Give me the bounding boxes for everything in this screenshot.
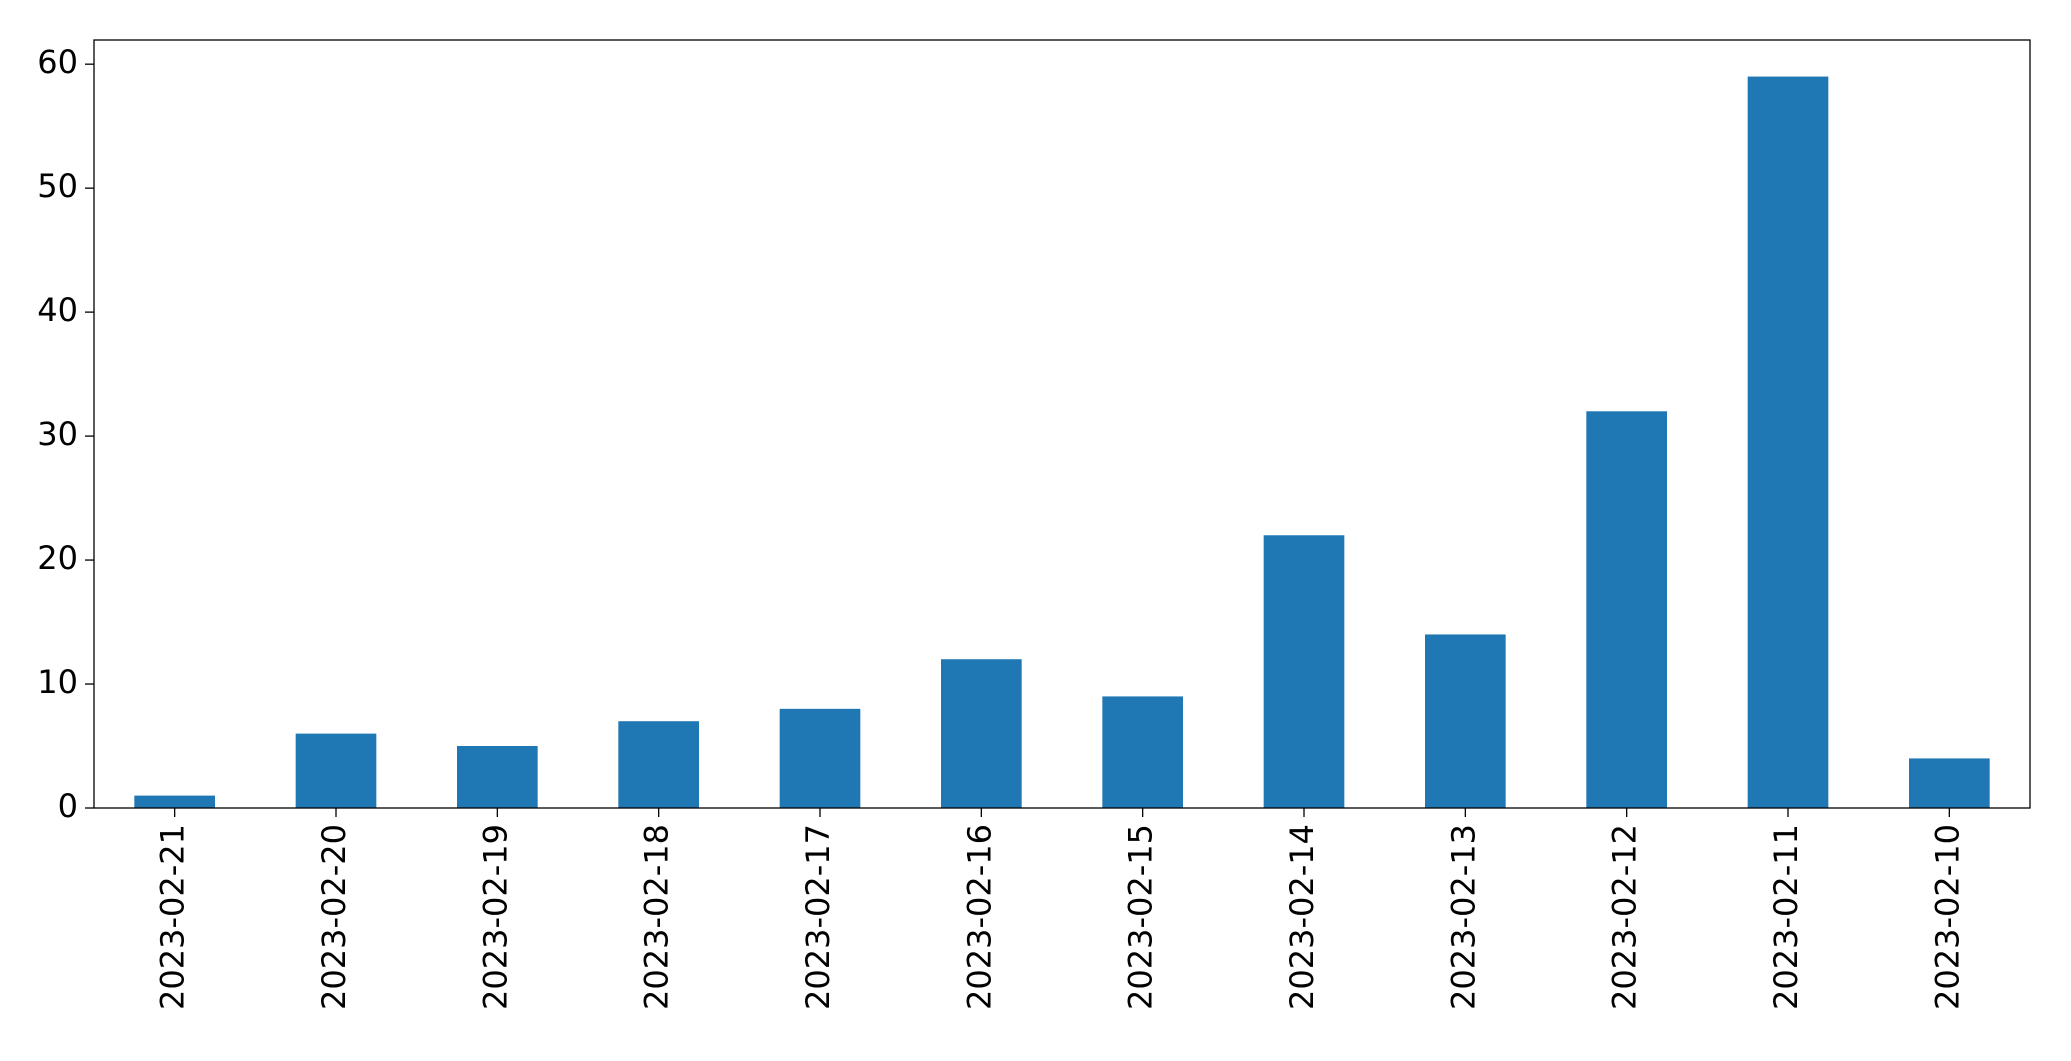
x-tick-label: 2023-02-20: [315, 824, 353, 1010]
bar: [1586, 411, 1667, 808]
x-tick-label: 2023-02-13: [1444, 824, 1482, 1010]
bar: [295, 733, 377, 808]
x-tick-label: 2023-02-19: [476, 824, 514, 1010]
bar: [1102, 696, 1183, 808]
x-tick-label: 2023-02-10: [1928, 824, 1966, 1010]
bar: [134, 795, 215, 808]
x-tick-label: 2023-02-11: [1767, 824, 1805, 1010]
x-tick-label: 2023-02-16: [960, 824, 998, 1010]
bar: [1425, 634, 1506, 808]
bar: [1909, 758, 1990, 808]
y-tick-label: 50: [37, 167, 78, 205]
y-tick-label: 30: [37, 415, 78, 453]
y-tick-label: 10: [37, 663, 78, 701]
x-tick-label: 2023-02-12: [1606, 824, 1644, 1010]
bar: [1263, 535, 1345, 808]
bar: [941, 659, 1022, 808]
bar: [779, 708, 861, 808]
bar: [618, 721, 699, 808]
bar: [457, 746, 538, 808]
y-tick-label: 0: [58, 787, 78, 825]
y-tick-label: 60: [37, 43, 78, 81]
plot-frame: [93, 39, 2031, 809]
x-tick-label: 2023-02-17: [799, 824, 837, 1010]
y-tick-label: 40: [37, 291, 78, 329]
x-tick-label: 2023-02-21: [154, 824, 192, 1010]
x-tick-label: 2023-02-15: [1122, 824, 1160, 1010]
x-tick-label: 2023-02-14: [1283, 824, 1321, 1010]
y-tick-label: 20: [37, 539, 78, 577]
bar: [1747, 76, 1829, 809]
x-tick-label: 2023-02-18: [638, 824, 676, 1010]
